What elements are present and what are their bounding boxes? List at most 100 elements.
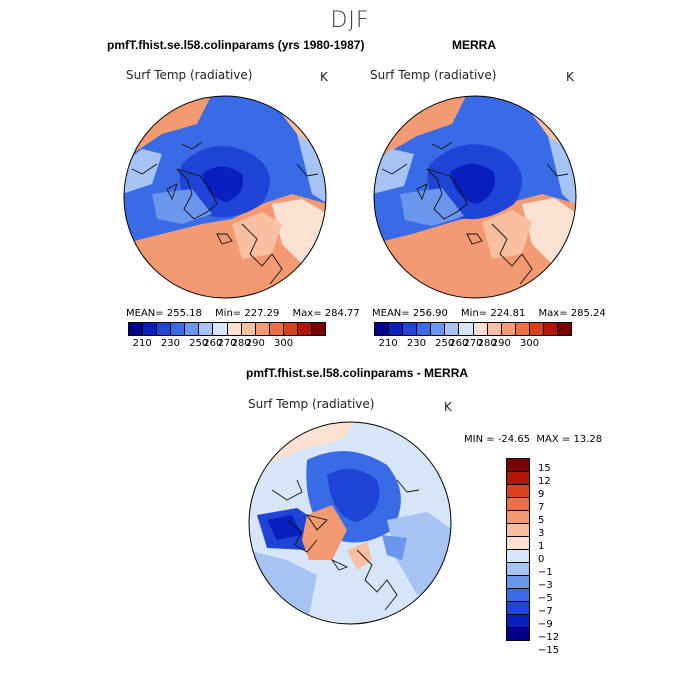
colorbar-tick-label: 250	[435, 338, 455, 349]
diff-min-value: -24.65	[497, 434, 531, 445]
colorbar-swatch	[312, 323, 326, 335]
colorbar-tick-label: 0	[538, 554, 545, 565]
model-max-value: 284.77	[324, 308, 360, 319]
diff-max-value: 13.28	[573, 434, 603, 445]
colorbar-swatch	[558, 323, 572, 335]
diff-panel-title: pmfT.fhist.se.l58.colinparams - MERRA	[246, 366, 469, 380]
model-panel-title: pmfT.fhist.se.l58.colinparams (yrs 1980-…	[107, 38, 365, 52]
colorbar-swatch	[283, 323, 298, 335]
colorbar-swatch	[507, 485, 529, 498]
colorbar-swatch	[507, 576, 529, 589]
colorbar-swatch	[375, 323, 390, 335]
colorbar-swatch	[473, 323, 488, 335]
colorbar-swatch	[529, 323, 544, 335]
colorbar-tick-label: 230	[160, 338, 180, 349]
colorbar-tick-label: 210	[132, 338, 152, 349]
model-colorbar: 210 230 250 260 270 280 290 300	[128, 322, 326, 350]
diff-variable-label: Surf Temp (radiative)	[248, 397, 375, 411]
colorbar-tick-label: 1	[538, 541, 545, 552]
colorbar-tick-label: −9	[538, 619, 553, 630]
model-mean-label: MEAN=	[126, 308, 164, 319]
model-colorbar-ticks: 210 230 250 260 270 280 290 300	[128, 336, 326, 350]
model-mean-value: 255.18	[166, 308, 202, 319]
colorbar-swatch	[507, 498, 529, 511]
colorbar-swatch	[507, 524, 529, 537]
colorbar-swatch	[185, 323, 200, 335]
colorbar-tick-label: 300	[274, 338, 294, 349]
colorbar-swatch	[445, 323, 460, 335]
colorbar-tick-label: 15	[538, 463, 551, 474]
colorbar-swatch	[507, 537, 529, 550]
colorbar-swatch	[417, 323, 432, 335]
diff-stats: MIN = -24.65 MAX = 13.28	[464, 434, 602, 445]
colorbar-swatch	[507, 589, 529, 602]
merra-colorbar-ticks: 210 230 250 260 270 280 290 300	[374, 336, 572, 350]
colorbar-tick-label: −12	[538, 632, 560, 643]
colorbar-swatch	[431, 323, 446, 335]
colorbar-swatch	[241, 323, 256, 335]
colorbar-tick-label: −15	[538, 645, 560, 656]
colorbar-swatch	[507, 628, 529, 640]
diff-polar-map	[248, 421, 452, 625]
colorbar-swatch	[507, 615, 529, 628]
model-max-label: Max=	[292, 308, 322, 319]
diff-colorbar-labels: 15 12 9 7 5 3 1 0 −1 −3 −5 −7 −9 −12 −15	[538, 458, 578, 656]
model-colorbar-swatches	[128, 322, 326, 336]
diff-max-label: MAX =	[536, 434, 571, 445]
merra-colorbar: 210 230 250 260 270 280 290 300	[374, 322, 572, 350]
colorbar-tick-label: 260	[449, 338, 469, 349]
colorbar-swatch	[227, 323, 242, 335]
colorbar-swatch	[507, 550, 529, 563]
colorbar-swatch	[507, 602, 529, 615]
colorbar-swatch	[157, 323, 172, 335]
colorbar-swatch	[199, 323, 214, 335]
colorbar-swatch	[507, 459, 529, 472]
diff-colorbar	[506, 458, 530, 641]
merra-panel-title: MERRA	[452, 38, 496, 52]
colorbar-tick-label: −5	[538, 593, 553, 604]
model-unit-label: K	[320, 70, 328, 84]
merra-min-label: Min=	[461, 308, 488, 319]
colorbar-tick-label: 210	[378, 338, 398, 349]
colorbar-tick-label: 9	[538, 489, 545, 500]
colorbar-swatch	[389, 323, 404, 335]
model-polar-map	[123, 95, 327, 299]
diff-min-label: MIN =	[464, 434, 495, 445]
colorbar-swatch	[129, 323, 144, 335]
merra-polar-map	[373, 95, 577, 299]
colorbar-tick-label: 7	[538, 502, 545, 513]
colorbar-tick-label: 230	[406, 338, 426, 349]
colorbar-tick-label: −1	[538, 567, 553, 578]
merra-max-label: Max=	[538, 308, 568, 319]
colorbar-tick-label: 270	[463, 338, 483, 349]
model-min-value: 227.29	[244, 308, 280, 319]
colorbar-tick-label: 290	[245, 338, 265, 349]
colorbar-swatch	[171, 323, 186, 335]
merra-variable-label: Surf Temp (radiative)	[370, 68, 497, 82]
merra-mean-value: 256.90	[412, 308, 448, 319]
colorbar-tick-label: 12	[538, 476, 551, 487]
colorbar-swatch	[269, 323, 284, 335]
merra-max-value: 285.24	[570, 308, 606, 319]
colorbar-tick-label: −3	[538, 580, 553, 591]
colorbar-tick-label: −7	[538, 606, 553, 617]
colorbar-tick-label: 260	[203, 338, 223, 349]
colorbar-tick-label: 250	[189, 338, 209, 349]
colorbar-tick-label: 270	[217, 338, 237, 349]
colorbar-swatch	[459, 323, 474, 335]
colorbar-tick-label: 290	[491, 338, 511, 349]
colorbar-swatch	[297, 323, 313, 335]
model-variable-label: Surf Temp (radiative)	[126, 68, 253, 82]
colorbar-tick-label: 300	[520, 338, 540, 349]
colorbar-swatch	[515, 323, 530, 335]
colorbar-swatch	[501, 323, 516, 335]
merra-unit-label: K	[566, 70, 574, 84]
merra-min-value: 224.81	[490, 308, 526, 319]
colorbar-swatch	[507, 563, 529, 576]
season-title: DJF	[330, 8, 370, 33]
colorbar-tick-label: 280	[231, 338, 251, 349]
colorbar-swatch	[507, 511, 529, 524]
merra-mean-label: MEAN=	[372, 308, 410, 319]
merra-colorbar-swatches	[374, 322, 572, 336]
colorbar-swatch	[213, 323, 228, 335]
